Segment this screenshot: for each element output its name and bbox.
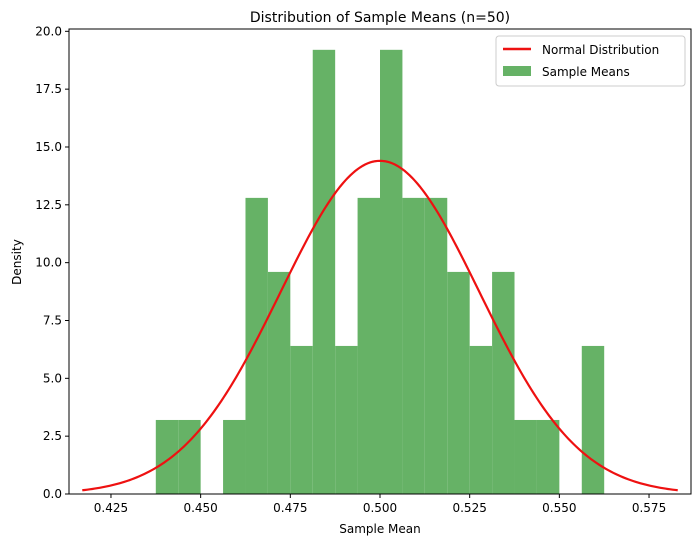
- legend-label-normal: Normal Distribution: [542, 43, 659, 57]
- histogram-bar: [245, 197, 268, 494]
- histogram-bar: [536, 419, 560, 494]
- legend-box: [495, 35, 686, 87]
- histogram-bar: [223, 419, 246, 494]
- y-tick-label: 17.5: [35, 82, 62, 96]
- y-tick-label: 7.5: [43, 313, 62, 327]
- y-axis-title: Density: [10, 239, 24, 285]
- histogram-bar: [178, 419, 201, 494]
- histogram-bar: [447, 271, 470, 494]
- histogram-bar: [581, 345, 605, 494]
- normal-curve-layer: [82, 159, 678, 492]
- x-tick-label: 0.500: [363, 501, 397, 515]
- histogram-bar: [424, 197, 448, 494]
- y-tick-label: 5.0: [43, 371, 62, 385]
- y-tick-label: 15.0: [35, 140, 62, 154]
- y-axis: 0.0 2.5 5.0 7.5 10.0 12.5 15.0 17.5 20.0: [35, 24, 69, 501]
- histogram-bar: [290, 345, 313, 494]
- y-tick-label: 10.0: [35, 256, 62, 270]
- histogram-bar: [155, 419, 179, 494]
- histogram-bar: [312, 49, 336, 495]
- x-tick-label: 0.475: [273, 501, 307, 515]
- legend-label-sample-means: Sample Means: [542, 65, 630, 79]
- histogram-bar: [357, 197, 380, 494]
- normal-curve-line: [82, 159, 678, 492]
- histogram-bars: [155, 49, 605, 495]
- legend-bar-swatch: [503, 66, 531, 76]
- histogram-bar: [469, 345, 493, 494]
- y-tick-label: 0.0: [43, 487, 62, 501]
- x-tick-label: 0.525: [452, 501, 486, 515]
- histogram-bar: [492, 271, 515, 494]
- x-axis-title: Sample Mean: [339, 522, 421, 536]
- chart-title: Distribution of Sample Means (n=50): [250, 10, 510, 26]
- histogram-bar: [380, 49, 403, 495]
- x-tick-label: 0.425: [94, 501, 128, 515]
- x-tick-label: 0.450: [183, 501, 217, 515]
- x-tick-label: 0.575: [632, 501, 666, 515]
- y-tick-label: 20.0: [35, 24, 62, 38]
- legend: Normal Distribution Sample Means: [495, 35, 686, 87]
- histogram-bar: [335, 345, 358, 494]
- y-tick-label: 2.5: [43, 429, 62, 443]
- histogram-bar: [402, 197, 425, 494]
- histogram-bar: [514, 419, 537, 494]
- x-axis: 0.425 0.450 0.475 0.500 0.525 0.550 0.575: [94, 494, 666, 515]
- y-tick-label: 12.5: [35, 198, 62, 212]
- x-tick-label: 0.550: [542, 501, 576, 515]
- histogram-bar: [267, 271, 291, 494]
